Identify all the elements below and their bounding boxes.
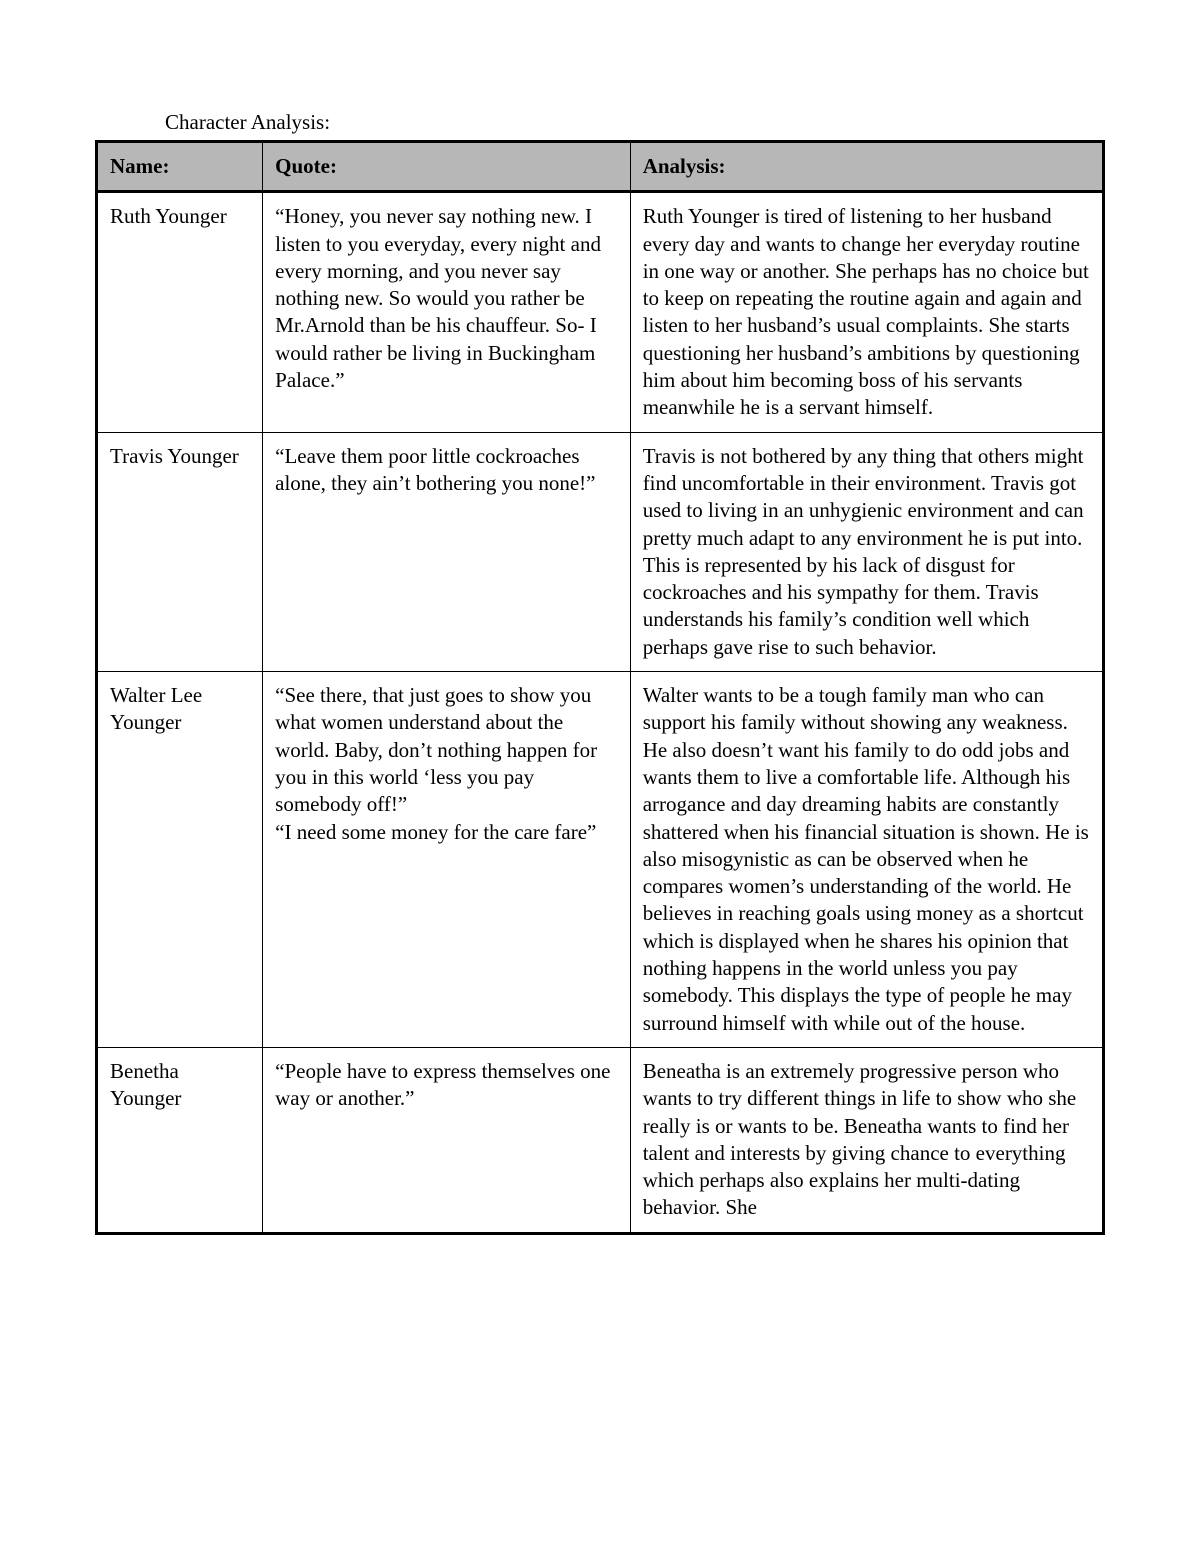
character-analysis-table: Name: Quote: Analysis: Ruth Younger “Hon…: [95, 140, 1105, 1235]
table-row: Ruth Younger “Honey, you never say nothi…: [97, 192, 1104, 432]
cell-quote: “See there, that just goes to show you w…: [263, 672, 631, 1048]
cell-analysis: Walter wants to be a tough family man wh…: [630, 672, 1103, 1048]
cell-name: Ruth Younger: [97, 192, 263, 432]
header-name: Name:: [97, 142, 263, 192]
header-analysis: Analysis:: [630, 142, 1103, 192]
cell-quote: “Leave them poor little cockroaches alon…: [263, 432, 631, 671]
table-row: Walter Lee Younger “See there, that just…: [97, 672, 1104, 1048]
cell-analysis: Travis is not bothered by any thing that…: [630, 432, 1103, 671]
cell-name: Walter Lee Younger: [97, 672, 263, 1048]
cell-name: Benetha Younger: [97, 1047, 263, 1233]
cell-quote: “Honey, you never say nothing new. I lis…: [263, 192, 631, 432]
table-row: Travis Younger “Leave them poor little c…: [97, 432, 1104, 671]
cell-analysis: Ruth Younger is tired of listening to he…: [630, 192, 1103, 432]
table-row: Benetha Younger “People have to express …: [97, 1047, 1104, 1233]
cell-name: Travis Younger: [97, 432, 263, 671]
cell-analysis: Beneatha is an extremely progressive per…: [630, 1047, 1103, 1233]
header-quote: Quote:: [263, 142, 631, 192]
table-header-row: Name: Quote: Analysis:: [97, 142, 1104, 192]
page-title: Character Analysis:: [165, 110, 1105, 135]
cell-quote: “People have to express themselves one w…: [263, 1047, 631, 1233]
